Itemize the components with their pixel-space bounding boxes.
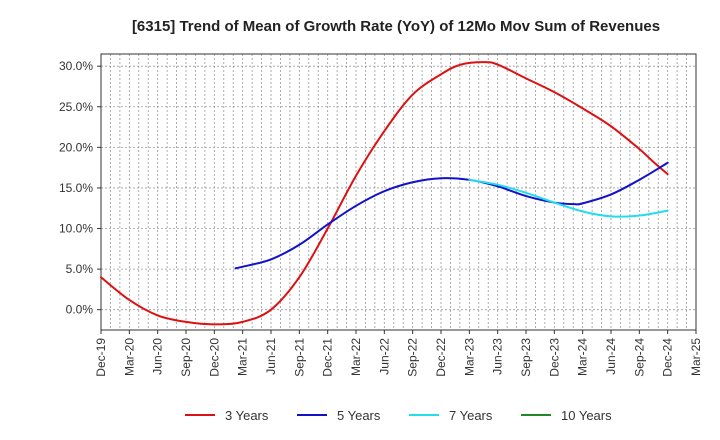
x-tick-label: Jun-22	[377, 338, 391, 375]
x-tick-label: Mar-22	[349, 338, 363, 376]
series-line-3-years	[100, 61, 669, 326]
legend: 3 Years 5 Years 7 Years 10 Years	[185, 408, 612, 423]
x-tick-label: Dec-23	[547, 338, 561, 377]
y-tick-label: 5.0%	[66, 262, 94, 276]
legend-label-7-years: 7 Years	[449, 408, 493, 423]
x-tick-label: Sep-22	[406, 338, 420, 377]
series-lines	[100, 61, 669, 326]
x-tick-label: Jun-21	[264, 338, 278, 375]
series-line-7-years	[468, 178, 669, 218]
y-tick-label: 30.0%	[59, 59, 93, 73]
x-tick-label: Mar-20	[122, 338, 136, 376]
x-tick-label: Sep-23	[519, 338, 533, 377]
x-tick-label: Mar-24	[576, 338, 590, 376]
grid	[100, 54, 697, 330]
x-tick-label: Mar-23	[462, 338, 476, 376]
y-tick-label: 15.0%	[59, 181, 93, 195]
y-tick-label: 10.0%	[59, 222, 93, 236]
x-tick-label: Mar-21	[236, 338, 250, 376]
x-tick-label: Dec-21	[321, 338, 335, 377]
x-tick-label: Dec-24	[661, 338, 675, 377]
x-tick-label: Sep-20	[179, 338, 193, 377]
x-tick-label: Dec-22	[434, 338, 448, 377]
y-tick-label: 0.0%	[66, 303, 94, 317]
y-tick-label: 20.0%	[59, 140, 93, 154]
y-axis: 0.0% 5.0% 10.0% 15.0% 20.0% 25.0% 30.0%	[59, 59, 101, 317]
x-tick-label: Dec-19	[94, 338, 108, 377]
x-axis: Dec-19 Mar-20 Jun-20 Sep-20 Dec-20 Mar-21 Jun-…	[94, 330, 703, 377]
x-tick-label: Jun-24	[604, 338, 618, 375]
chart-title: [6315] Trend of Mean of Growth Rate (YoY…	[132, 18, 660, 35]
x-tick-label: Jun-20	[151, 338, 165, 375]
x-tick-label: Sep-24	[632, 338, 646, 377]
x-tick-label: Sep-21	[292, 338, 306, 377]
series-line-5-years	[234, 161, 669, 270]
legend-label-10-years: 10 Years	[561, 408, 612, 423]
legend-label-3-years: 3 Years	[225, 408, 269, 423]
x-tick-label: Jun-23	[491, 338, 505, 375]
plot-frame	[100, 53, 697, 331]
x-tick-label: Mar-25	[689, 338, 703, 376]
x-tick-label: Dec-20	[207, 338, 221, 377]
legend-label-5-years: 5 Years	[337, 408, 381, 423]
y-tick-label: 25.0%	[59, 100, 93, 114]
